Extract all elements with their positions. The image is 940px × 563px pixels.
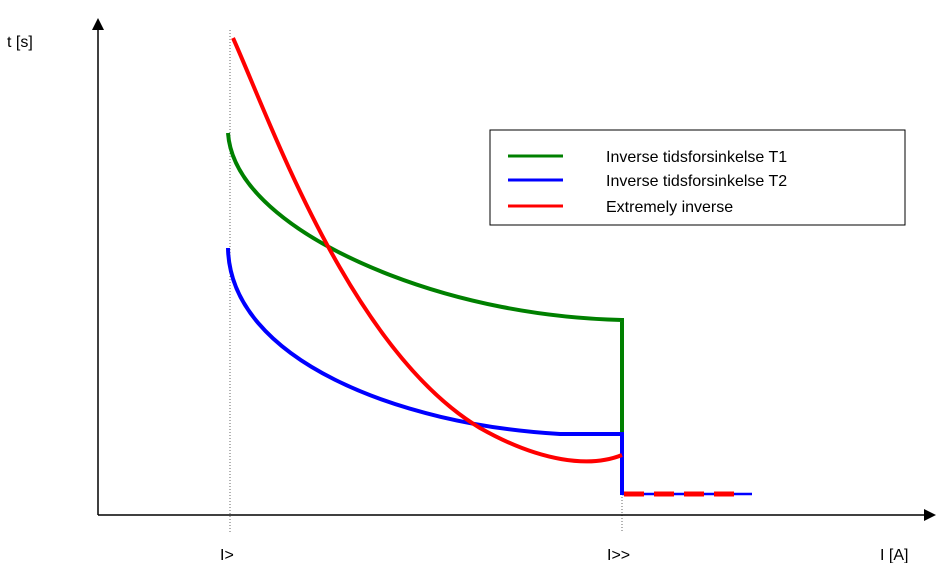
legend: Inverse tidsforsinkelse T1 Inverse tidsf… [489,129,906,226]
series-line-t1 [226,132,624,495]
series-line-extremely-inverse [231,37,623,464]
x-axis-label: I [A] [880,547,908,563]
legend-entry-extremely-inverse: Extremely inverse [606,199,733,216]
legend-entry-t1: Inverse tidsforsinkelse T1 [606,149,787,166]
legend-box [489,129,906,226]
tick-label-i-gtgt: I>> [607,547,630,563]
legend-entry-t2: Inverse tidsforsinkelse T2 [606,173,787,190]
tick-label-i-gt: I> [220,547,234,563]
series-line-t2 [226,247,624,495]
y-axis-label: t [s] [7,34,33,51]
